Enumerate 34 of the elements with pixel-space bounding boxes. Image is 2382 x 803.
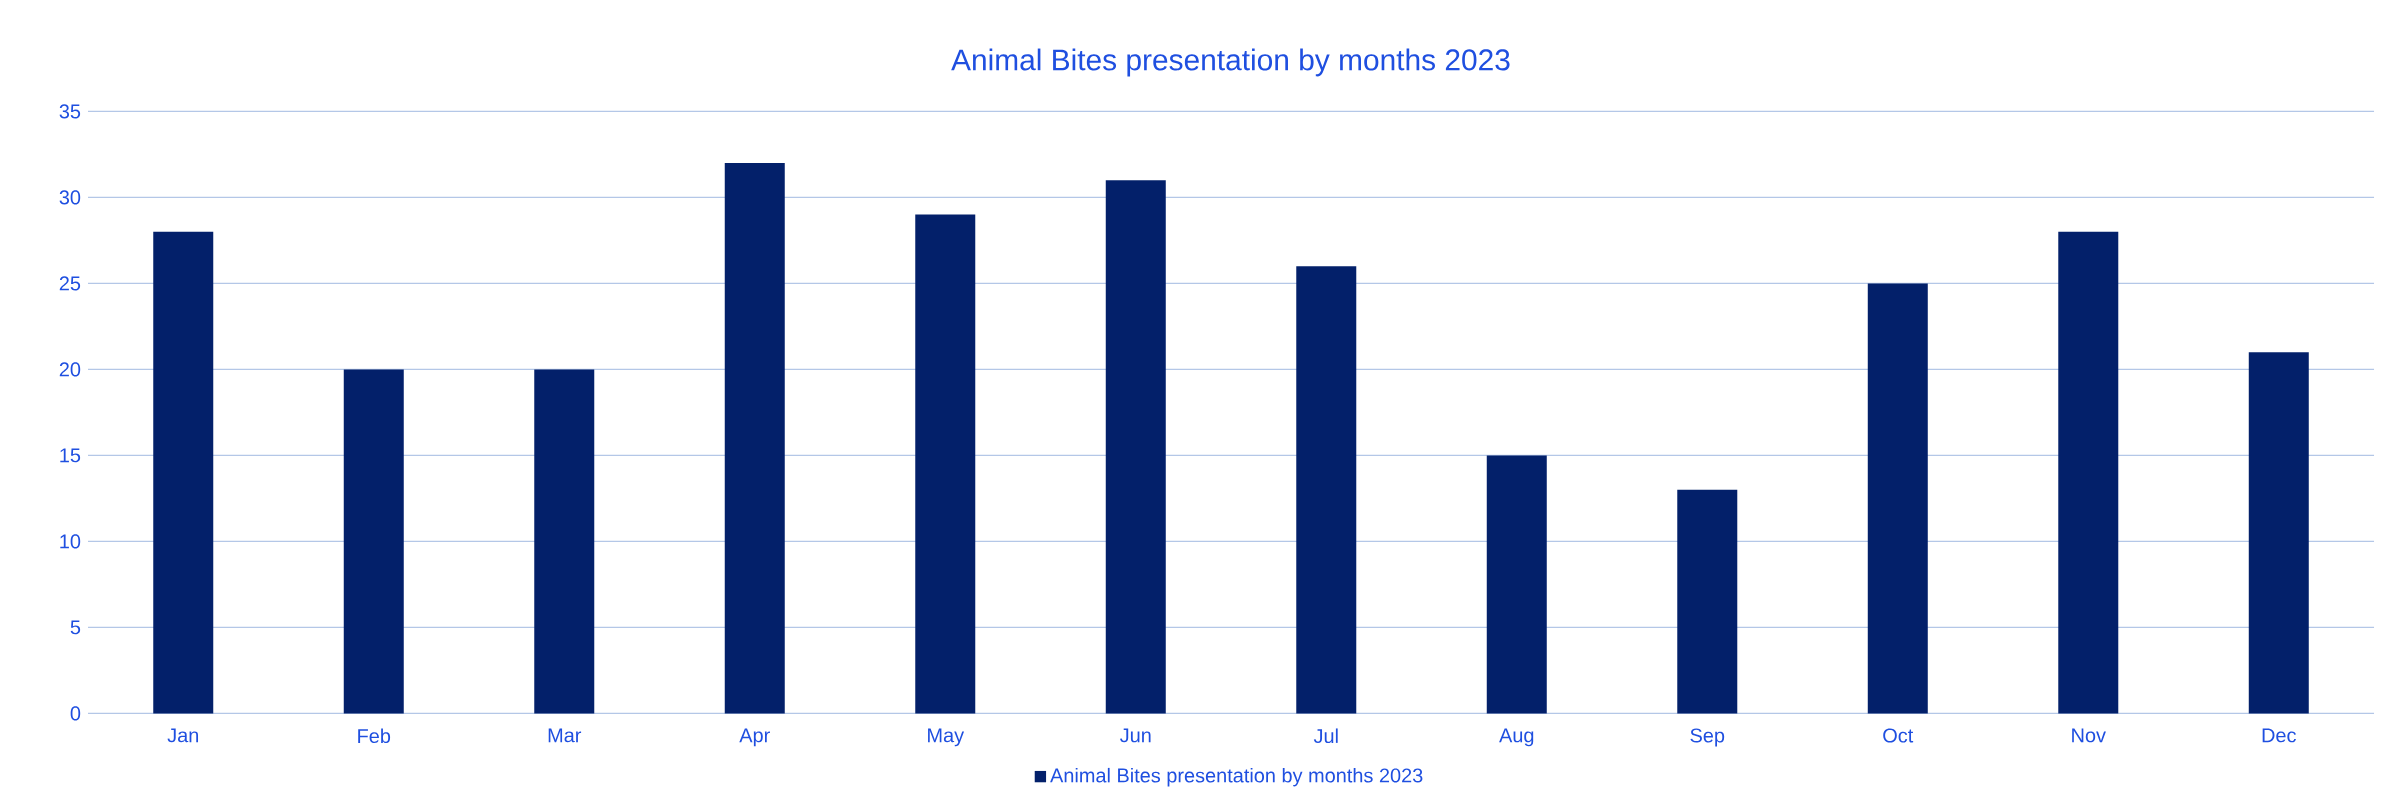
y-tick-label: 35 [59, 104, 81, 119]
bar [343, 369, 404, 714]
bar [153, 231, 214, 714]
y-tick-label: 20 [59, 362, 81, 377]
x-tick-label: Dec [2262, 728, 2296, 743]
bar [2058, 231, 2119, 714]
x-tick-label: Jul [1313, 728, 1338, 744]
x-tick-label: Apr [739, 728, 770, 747]
bar [1105, 180, 1166, 714]
x-tick-label: May [928, 728, 965, 747]
y-tick-label: 30 [59, 190, 81, 205]
x-tick-label: Oct [1883, 728, 1914, 743]
y-tick-label: 5 [70, 620, 81, 635]
y-tick-label: 25 [59, 276, 81, 291]
y-tick-label: 10 [60, 534, 81, 549]
x-tick-label: Mar [548, 728, 582, 743]
y-tick-label: 15 [60, 448, 81, 463]
bar [915, 214, 976, 714]
bar [1677, 489, 1738, 714]
y-tick-label: 0 [70, 706, 81, 721]
bar [1867, 283, 1928, 714]
legend-label: Animal Bites presentation by months 2023 [1050, 767, 1423, 787]
x-tick-label: Aug [1499, 728, 1534, 747]
x-tick-label: Jun [1120, 728, 1151, 743]
bar [534, 369, 595, 714]
bar [2248, 352, 2309, 714]
bar [1296, 266, 1357, 714]
x-tick-label: Jan [167, 728, 199, 743]
chart-title: Animal Bites presentation by months 2023 [951, 48, 1510, 77]
bar [1486, 455, 1547, 714]
bar [724, 162, 785, 714]
x-tick-label: Feb [358, 728, 391, 744]
x-tick-label: Sep [1690, 728, 1725, 747]
x-tick-label: Nov [2072, 728, 2106, 743]
